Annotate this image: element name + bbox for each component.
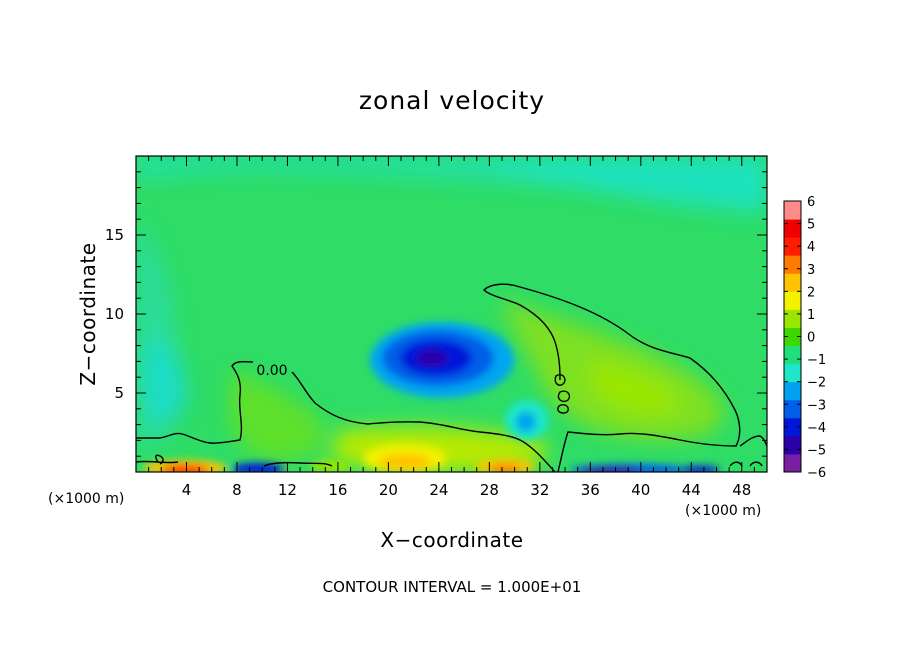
y-tick-label: 10 <box>105 305 124 323</box>
colorbar-swatch <box>784 453 801 473</box>
velocity-field <box>136 156 767 472</box>
x-unit-right: (×1000 m) <box>685 503 762 519</box>
x-tick-label: 28 <box>480 481 499 499</box>
y-tick-label: 5 <box>114 384 124 402</box>
contour-interval-note: CONTOUR INTERVAL = 1.000E+01 <box>322 578 582 596</box>
x-tick-label: 48 <box>732 481 751 499</box>
x-tick-label: 4 <box>182 481 192 499</box>
x-tick-label: 12 <box>278 481 297 499</box>
colorbar-swatch <box>784 345 801 365</box>
field-cores <box>143 322 720 472</box>
x-axis-label: X−coordinate <box>380 528 524 552</box>
y-axis: 5 10 15 <box>105 171 767 457</box>
x-tick-label: 16 <box>328 481 347 499</box>
colorbar-swatch <box>784 219 801 238</box>
colorbar-label: 0 <box>807 331 815 346</box>
colorbar-label: 2 <box>807 285 815 300</box>
contour-right-loop <box>483 283 741 472</box>
colorbar-swatch <box>784 327 801 347</box>
x-axis: 4 8 12 16 20 24 28 32 36 40 44 48 <box>148 156 755 499</box>
colorbar-label: 3 <box>807 263 815 278</box>
colorbar-swatch <box>784 273 801 292</box>
contour-left <box>136 360 556 472</box>
chart-title: zonal velocity <box>358 86 546 115</box>
colorbar-label: 4 <box>807 240 815 255</box>
colorbar: 6 5 4 3 2 1 0 −1 −2 −3 −4 −5 −6 <box>783 195 826 481</box>
colorbar-label: −1 <box>807 353 826 368</box>
x-tick-label: 40 <box>631 481 650 499</box>
colorbar-swatch <box>784 381 801 401</box>
x-tick-label: 44 <box>682 481 701 499</box>
contour-small-loops <box>554 374 571 414</box>
colorbar-label: −6 <box>807 466 826 481</box>
colorbar-label: −4 <box>807 421 826 436</box>
contour-bottom <box>136 435 767 467</box>
colorbar-label: −5 <box>807 443 826 458</box>
x-tick-label: 36 <box>581 481 600 499</box>
contour-label: 0.00 <box>256 363 287 379</box>
x-tick-label: 24 <box>429 481 448 499</box>
colorbar-label: 5 <box>807 218 815 233</box>
colorbar-label: −2 <box>807 376 826 391</box>
colorbar-label: 1 <box>807 308 815 323</box>
y-tick-label: 15 <box>105 226 124 244</box>
zero-contours <box>136 283 767 472</box>
colorbar-swatch <box>784 435 801 455</box>
x-unit-left: (×1000 m) <box>48 491 125 507</box>
colorbar-label: 6 <box>807 195 815 210</box>
colorbar-swatch <box>784 291 801 310</box>
colorbar-swatch <box>784 399 801 419</box>
colorbar-swatch <box>784 255 801 274</box>
x-tick-label: 8 <box>232 481 242 499</box>
colorbar-swatch <box>784 309 801 328</box>
colorbar-swatch <box>784 363 801 383</box>
colorbar-label: −3 <box>807 398 826 413</box>
colorbar-swatch <box>784 237 801 256</box>
x-tick-label: 32 <box>530 481 549 499</box>
y-axis-label: Z−coordinate <box>76 242 100 386</box>
x-tick-label: 20 <box>379 481 398 499</box>
colorbar-swatch <box>784 201 801 220</box>
colorbar-swatch <box>784 417 801 437</box>
